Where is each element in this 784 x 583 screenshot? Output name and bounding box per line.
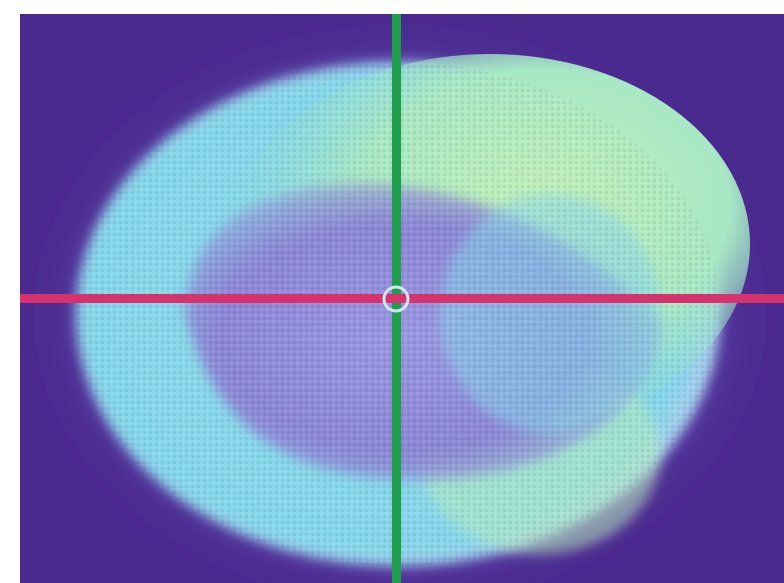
crosshair-center-marker (382, 285, 410, 313)
crosshair-horizontal (20, 294, 784, 303)
beam-profile-image (20, 14, 784, 583)
beam-profile-canvas (20, 14, 784, 583)
